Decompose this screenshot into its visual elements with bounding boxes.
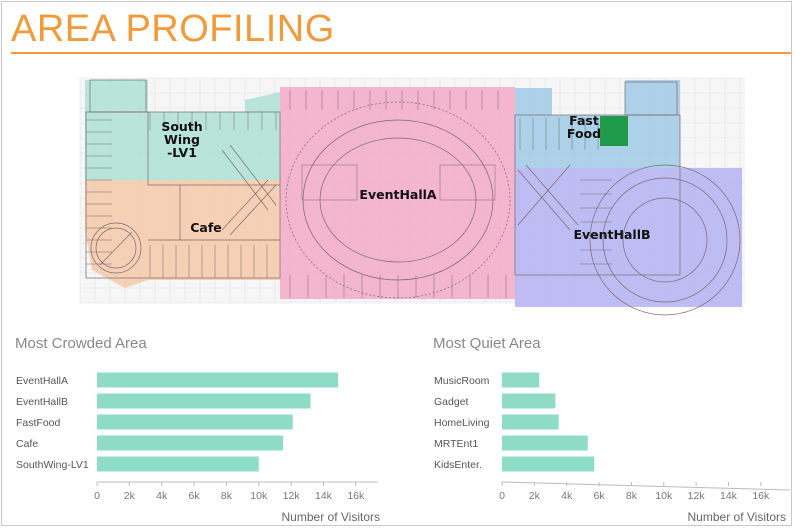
x-tick-label: 4k	[561, 490, 573, 502]
category-label: MRTEnt1	[434, 438, 478, 450]
zone-label-line: Food	[567, 126, 601, 141]
category-label: Cafe	[16, 438, 38, 450]
crowded-chart-title: Most Crowded Area	[15, 335, 147, 352]
zone-label-line: Fast	[569, 113, 599, 128]
x-tick-label: 10k	[655, 490, 673, 502]
category-label: Gadget	[434, 396, 469, 408]
zone-label-line: EventHallA	[359, 187, 437, 202]
x-tick-label: 0	[499, 490, 505, 502]
x-tick-label: 16k	[752, 490, 770, 502]
zone-south-wing-lv1[interactable]	[85, 80, 280, 180]
bar[interactable]	[97, 456, 259, 472]
title-underline	[11, 52, 791, 54]
bar[interactable]	[502, 456, 595, 472]
zone-label-line: South	[161, 119, 202, 134]
bar[interactable]	[97, 393, 311, 409]
x-tick-label: 10k	[250, 490, 268, 502]
x-axis-title: Number of Visitors	[688, 510, 786, 524]
zone-event-hall-b[interactable]	[515, 168, 742, 307]
category-label: HomeLiving	[434, 417, 490, 429]
zone-label-fast-food: Fast Food	[567, 113, 601, 141]
x-tick-label: 12k	[283, 490, 301, 502]
zone-label-event-hall-b: EventHallB	[573, 227, 650, 242]
zone-label-line: Cafe	[190, 220, 222, 235]
category-label: EventHallA	[16, 375, 68, 387]
floor-plan-rooms	[86, 90, 612, 298]
x-axis-line	[501, 481, 791, 491]
bar[interactable]	[97, 372, 339, 388]
zone-label-event-hall-a: EventHallA	[359, 187, 437, 202]
category-label: FastFood	[16, 417, 61, 429]
x-tick-label: 14k	[315, 490, 333, 502]
x-tick-label: 6k	[594, 490, 606, 502]
bar[interactable]	[97, 435, 284, 451]
zone-fast-food[interactable]	[515, 80, 680, 168]
x-tick-label: 2k	[124, 490, 136, 502]
zone-label-line: EventHallB	[573, 227, 650, 242]
x-tick-label: 2k	[529, 490, 541, 502]
bar[interactable]	[502, 372, 540, 388]
category-label: KidsEnter.	[434, 459, 482, 471]
x-tick-label: 6k	[189, 490, 201, 502]
x-tick-label: 8k	[626, 490, 638, 502]
zone-label-cafe: Cafe	[190, 220, 222, 235]
bar[interactable]	[502, 435, 588, 451]
quiet-chart-title: Most Quiet Area	[433, 335, 541, 352]
zone-label-line: Wing	[164, 132, 200, 147]
x-tick-label: 12k	[688, 490, 706, 502]
x-tick-label: 0	[94, 490, 100, 502]
category-label: EventHallB	[16, 396, 68, 408]
x-tick-label: 8k	[221, 490, 233, 502]
category-label: MusicRoom	[434, 375, 490, 387]
x-tick-label: 14k	[720, 490, 738, 502]
zone-cafe[interactable]	[85, 180, 280, 288]
page-title: AREA PROFILING	[11, 8, 335, 50]
x-axis-title: Number of Visitors	[282, 510, 380, 524]
category-label: SouthWing-LV1	[16, 459, 89, 471]
zone-label-line: -LV1	[167, 145, 197, 160]
bar[interactable]	[97, 414, 293, 430]
x-tick-label: 4k	[156, 490, 168, 502]
x-tick-label: 16k	[347, 490, 365, 502]
bar[interactable]	[502, 393, 556, 409]
zone-label-south-wing-lv1: South Wing -LV1	[161, 119, 202, 160]
bar[interactable]	[502, 414, 559, 430]
fast-food-marker	[600, 116, 628, 146]
